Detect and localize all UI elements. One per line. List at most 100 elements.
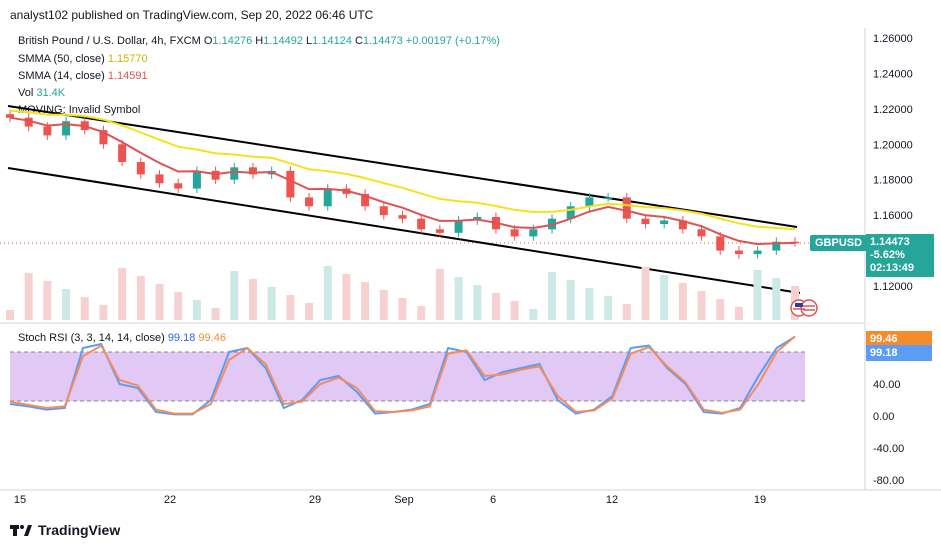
volume-bar (342, 274, 351, 320)
volume-bar (118, 268, 127, 320)
price-axis-ticks: 1.26000 1.24000 1.22000 1.20000 1.18000 1.160… (873, 33, 913, 293)
footer-brand[interactable]: TradingView (10, 522, 120, 538)
candle-body (641, 218, 650, 224)
volume-bar (99, 305, 108, 320)
candle-body (43, 126, 52, 136)
smma50-line (9, 109, 796, 231)
stoch-k-value: 99.18 (167, 332, 196, 344)
candle-body (510, 229, 519, 237)
volume-bar (305, 303, 314, 320)
volume-bar (529, 309, 538, 320)
candle-body (286, 170, 295, 198)
smma14-legend: SMMA (14, close) 1.14591 (18, 70, 148, 82)
close-label: C (354, 35, 363, 47)
candle-body (174, 183, 183, 189)
volume-bar (734, 307, 743, 320)
candle-body (435, 229, 444, 233)
price-tag-countdown: 02:13:49 (870, 262, 915, 274)
stoch-legend: Stoch RSI (3, 3, 14, 14, close) 99.18 99… (18, 332, 226, 344)
candle-body (417, 218, 426, 230)
volume-bar (379, 290, 388, 320)
stoch-label: Stoch RSI (3, 3, 14, 14, close) (18, 332, 165, 344)
candle-body (305, 197, 314, 207)
price-tick-label: 1.24000 (873, 68, 913, 80)
time-tick-label: 19 (754, 494, 766, 506)
close-value: 1.14473 (362, 35, 403, 47)
candle-body (361, 193, 370, 207)
low-value: 1.14124 (312, 35, 352, 47)
volume-bar (548, 272, 557, 320)
candles (6, 109, 799, 259)
candle-body (622, 197, 631, 219)
stoch-tick-label: -40.00 (873, 443, 904, 455)
volume-legend: Vol 31.4K (18, 87, 65, 99)
candle-body (678, 220, 687, 230)
smma14-label: SMMA (14, close) (18, 70, 105, 82)
price-tick-label: 1.20000 (873, 139, 913, 151)
volume-bar (136, 276, 145, 320)
tradingview-logo-icon (10, 525, 32, 536)
candle-body (211, 170, 220, 180)
volume-bar (604, 296, 613, 320)
volume-bar (641, 267, 650, 320)
symbol-badge: GBPUSD (810, 235, 868, 251)
volume-bar (43, 281, 52, 320)
price-tick-label: 1.12000 (873, 281, 913, 293)
candle-body (772, 241, 781, 251)
candle-body (62, 121, 71, 136)
open-value: 1.14276 (212, 35, 253, 47)
volume-bar (454, 277, 463, 320)
volume-bar (510, 301, 519, 320)
candle-body (753, 250, 762, 255)
volume-bar (155, 284, 164, 320)
time-tick-label: 15 (14, 494, 26, 506)
volume-bar (62, 289, 71, 320)
volume-bars (6, 266, 799, 320)
price-tick-label: 1.16000 (873, 210, 913, 222)
candle-body (529, 229, 538, 237)
volume-bar (286, 295, 295, 320)
stoch-band (10, 352, 805, 401)
volume-bar (211, 308, 220, 320)
time-tick-label: 22 (164, 494, 176, 506)
economic-event-flag-icon[interactable] (790, 299, 818, 317)
candle-body (136, 162, 145, 175)
volume-bar (491, 293, 500, 320)
volume-bar (716, 299, 725, 320)
smma50-label: SMMA (50, close) (18, 53, 105, 65)
high-label: H (255, 35, 264, 47)
candle-body (6, 114, 14, 118)
candle-body (192, 170, 201, 189)
price-tag-price: 1.14473 (870, 236, 910, 248)
channel-lower-trendline (7, 167, 801, 294)
smma50-value: 1.15770 (107, 53, 148, 65)
volume-bar (753, 270, 762, 320)
candle-body (398, 215, 407, 219)
publish-line: analyst102 published on TradingView.com,… (10, 8, 374, 22)
volume-bar (772, 278, 781, 320)
volume-bar (230, 271, 239, 320)
volume-bar (267, 287, 276, 320)
candle-body (323, 188, 332, 207)
change-value: +0.00197 (+0.17%) (405, 35, 500, 47)
candle-body (248, 167, 257, 175)
volume-bar (697, 291, 706, 320)
time-tick-label: 29 (309, 494, 321, 506)
volume-bar (585, 288, 594, 320)
low-label: L (306, 35, 313, 47)
volume-bar (24, 273, 33, 320)
candle-body (604, 197, 613, 199)
volume-bar (473, 285, 482, 320)
price-tick-label: 1.22000 (873, 104, 913, 116)
time-axis-ticks[interactable]: 15 22 29 Sep 6 12 19 (14, 494, 766, 506)
smma50-legend: SMMA (50, close) 1.15770 (18, 53, 148, 65)
candle-body (791, 241, 799, 244)
price-tick-label: 1.18000 (873, 175, 913, 187)
candle-body (716, 236, 725, 251)
volume-bar (417, 306, 426, 320)
stoch-d-value: 99.46 (198, 332, 226, 344)
volume-bar (80, 297, 89, 320)
stoch-tick-label: 40.00 (873, 379, 901, 391)
volume-bar (248, 279, 257, 320)
